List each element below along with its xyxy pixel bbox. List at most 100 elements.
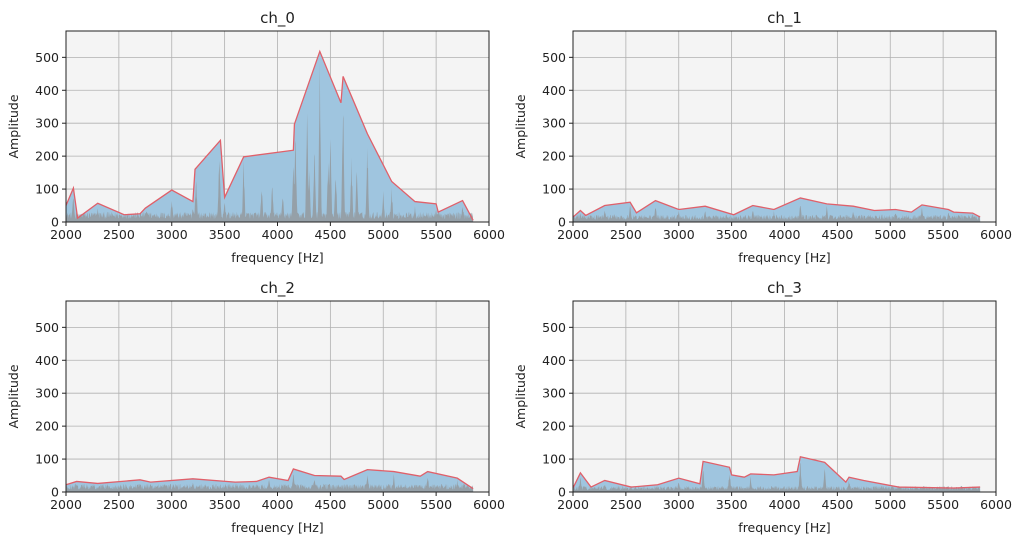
x-tick-label: 2500 xyxy=(103,227,135,242)
chart-title: ch_0 xyxy=(260,9,295,28)
y-tick-label: 300 xyxy=(542,386,566,401)
y-tick-label: 300 xyxy=(542,116,566,131)
envelope-line xyxy=(65,49,474,221)
x-tick-label: 5500 xyxy=(927,497,959,512)
spectrum-trace xyxy=(66,474,474,492)
x-tick-label: 5000 xyxy=(367,497,399,512)
y-tick-label: 200 xyxy=(35,419,59,434)
x-tick-label: 2000 xyxy=(50,497,82,512)
y-tick-label: 300 xyxy=(35,116,59,131)
chart-title: ch_3 xyxy=(767,279,802,298)
y-ticks: 0 100 200 300 400 500 xyxy=(35,50,66,230)
x-ticks: 2000 2500 3000 3500 4000 4500 5000 5500 6000 xyxy=(557,492,1012,512)
x-ticks: 2000 2500 3000 3500 4000 4500 5000 5500 6000 xyxy=(50,222,505,242)
x-tick-label: 2000 xyxy=(557,497,589,512)
y-ticks: 0 100 200 300 400 500 xyxy=(542,50,573,230)
chart-title: ch_1 xyxy=(767,9,802,28)
panel-ch-2: ch_2 frequency [Hz] Amplitude 2000 2500 30… xyxy=(6,279,505,535)
x-tick-label: 6000 xyxy=(980,497,1012,512)
x-axis-label: frequency [Hz] xyxy=(231,520,323,535)
y-axis-label: Amplitude xyxy=(513,364,528,428)
x-tick-label: 4000 xyxy=(769,227,801,242)
x-axis-label: frequency [Hz] xyxy=(738,250,830,265)
x-tick-label: 5500 xyxy=(420,227,452,242)
x-tick-label: 4500 xyxy=(314,497,346,512)
x-tick-label: 3000 xyxy=(663,497,695,512)
x-tick-label: 5000 xyxy=(874,227,906,242)
chart-title: ch_2 xyxy=(260,279,295,298)
x-tick-label: 6000 xyxy=(473,497,505,512)
envelope-area xyxy=(573,456,981,492)
y-tick-label: 400 xyxy=(542,83,566,98)
x-tick-label: 4000 xyxy=(262,497,294,512)
x-tick-label: 2000 xyxy=(557,227,589,242)
y-tick-label: 0 xyxy=(51,485,59,500)
spectrum xyxy=(573,462,981,492)
y-tick-label: 400 xyxy=(35,353,59,368)
envelope-area xyxy=(573,197,981,222)
y-tick-label: 100 xyxy=(542,182,566,197)
x-tick-label: 4000 xyxy=(769,497,801,512)
x-ticks: 2000 2500 3000 3500 4000 4500 5000 5500 6000 xyxy=(557,222,1012,242)
x-tick-label: 5000 xyxy=(874,497,906,512)
envelope-line xyxy=(572,455,981,489)
spectrum xyxy=(573,205,981,222)
x-tick-label: 4000 xyxy=(262,227,294,242)
y-ticks: 0 100 200 300 400 500 xyxy=(35,320,66,500)
x-tick-label: 2500 xyxy=(610,497,642,512)
y-tick-label: 100 xyxy=(35,182,59,197)
envelope-line xyxy=(572,197,981,218)
y-tick-label: 100 xyxy=(542,452,566,467)
y-tick-label: 0 xyxy=(51,215,59,230)
x-axis-label: frequency [Hz] xyxy=(738,520,830,535)
y-axis-label: Amplitude xyxy=(6,364,21,428)
x-tick-label: 4500 xyxy=(821,497,853,512)
y-tick-label: 0 xyxy=(558,485,566,500)
y-tick-label: 100 xyxy=(35,452,59,467)
y-axis-label: Amplitude xyxy=(6,94,21,158)
y-tick-label: 300 xyxy=(35,386,59,401)
y-tick-label: 500 xyxy=(35,320,59,335)
spectrum-trace xyxy=(573,205,981,222)
envelope-area xyxy=(66,51,474,222)
x-tick-label: 3500 xyxy=(716,497,748,512)
x-tick-label: 3000 xyxy=(156,497,188,512)
y-tick-label: 200 xyxy=(35,149,59,164)
x-ticks: 2000 2500 3000 3500 4000 4500 5000 5500 6000 xyxy=(50,492,505,512)
y-tick-label: 400 xyxy=(542,353,566,368)
grid-lines xyxy=(572,301,997,493)
x-tick-label: 6000 xyxy=(473,227,505,242)
y-axis-label: Amplitude xyxy=(513,94,528,158)
x-tick-label: 3500 xyxy=(716,227,748,242)
x-tick-label: 3500 xyxy=(209,497,241,512)
panel-ch-0: ch_0 frequency [Hz] Amplitude 2000 2500 30… xyxy=(6,9,505,265)
y-tick-label: 500 xyxy=(542,320,566,335)
envelope-line xyxy=(65,468,474,490)
x-tick-label: 2500 xyxy=(610,227,642,242)
y-tick-label: 200 xyxy=(542,419,566,434)
x-tick-label: 4500 xyxy=(821,227,853,242)
y-tick-label: 200 xyxy=(542,149,566,164)
x-axis-label: frequency [Hz] xyxy=(231,250,323,265)
x-tick-label: 5500 xyxy=(420,497,452,512)
spectrum xyxy=(66,474,474,492)
x-tick-label: 2000 xyxy=(50,227,82,242)
y-tick-label: 500 xyxy=(35,50,59,65)
y-tick-label: 400 xyxy=(35,83,59,98)
y-ticks: 0 100 200 300 400 500 xyxy=(542,320,573,500)
x-tick-label: 3000 xyxy=(663,227,695,242)
x-tick-label: 3500 xyxy=(209,227,241,242)
x-tick-label: 5500 xyxy=(927,227,959,242)
x-tick-label: 2500 xyxy=(103,497,135,512)
panel-ch-3: ch_3 frequency [Hz] Amplitude 2000 2500 30… xyxy=(513,279,1012,535)
spectrum-trace xyxy=(573,462,981,492)
envelope-area xyxy=(66,468,474,492)
y-tick-label: 0 xyxy=(558,215,566,230)
x-tick-label: 4500 xyxy=(314,227,346,242)
panel-ch-1: ch_1 frequency [Hz] Amplitude 2000 2500 30… xyxy=(513,9,1012,265)
y-tick-label: 500 xyxy=(542,50,566,65)
x-tick-label: 6000 xyxy=(980,227,1012,242)
x-tick-label: 5000 xyxy=(367,227,399,242)
x-tick-label: 3000 xyxy=(156,227,188,242)
